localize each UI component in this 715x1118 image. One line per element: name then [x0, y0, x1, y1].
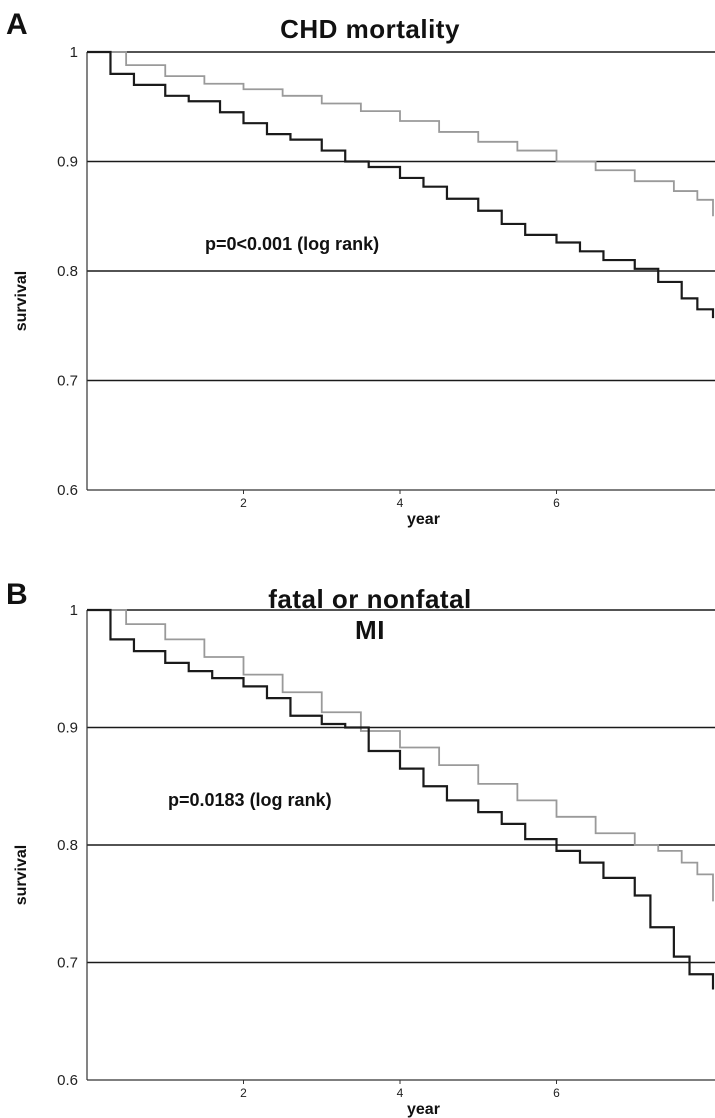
y-tick-label: 1	[70, 602, 78, 619]
panel-b: B fatal or nonfatal MI 0.6 0.7 0.8 0.9 1 2 4 6 y…	[0, 570, 715, 1118]
x-tick-label: 4	[397, 1086, 404, 1100]
y-tick-label: 0.7	[57, 373, 78, 390]
y-tick-label: 0.8	[57, 837, 78, 854]
x-axis-title: year	[407, 1101, 440, 1118]
x-tick-label: 6	[553, 496, 560, 510]
x-tick-label: 2	[240, 1086, 247, 1100]
y-tick-label: 0.7	[57, 955, 78, 972]
y-tick-label: 0.6	[57, 1072, 78, 1089]
y-tick-label: 0.9	[57, 154, 78, 171]
panel-letter: B	[6, 578, 28, 611]
chart-title: fatal or nonfatal MI	[268, 584, 472, 645]
y-tick-label: 0.9	[57, 720, 78, 737]
x-axis-title: year	[407, 511, 440, 528]
series-line-light	[87, 609, 714, 902]
y-tick-label: 1	[70, 44, 78, 61]
x-tick-label: 6	[553, 1086, 560, 1100]
chart-title: CHD mortality	[280, 14, 460, 44]
chart-a-svg: 0.6 0.7 0.8 0.9 1 2 4 6 year survival p=0<0.001 (l…	[13, 44, 715, 528]
x-tick-label: 4	[397, 496, 404, 510]
y-axis-title: survival	[13, 845, 30, 905]
y-axis-title: survival	[13, 271, 30, 331]
chart-b-svg: 0.6 0.7 0.8 0.9 1 2 4 6 year survival p=0.0183 (lo…	[13, 602, 715, 1118]
y-tick-label: 0.6	[57, 482, 78, 499]
x-tick-label: 2	[240, 496, 247, 510]
panel-letter: A	[6, 8, 28, 41]
panel-a: A CHD mortality 0.6 0.7 0.8 0.9 1 2 4 6 year surv…	[0, 0, 715, 545]
p-value-annotation: p=0<0.001 (log rank)	[205, 234, 379, 254]
series-line-dark	[87, 50, 715, 319]
p-value-annotation: p=0.0183 (log rank)	[168, 790, 332, 810]
y-tick-label: 0.8	[57, 263, 78, 280]
series-line-dark	[87, 608, 715, 990]
series-line-light	[87, 51, 714, 217]
